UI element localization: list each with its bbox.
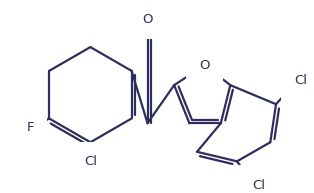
Text: F: F — [27, 121, 34, 134]
Text: Cl: Cl — [84, 155, 97, 168]
Text: O: O — [142, 13, 153, 26]
Text: Cl: Cl — [294, 74, 307, 87]
Text: Cl: Cl — [252, 179, 265, 192]
Text: O: O — [199, 59, 210, 72]
